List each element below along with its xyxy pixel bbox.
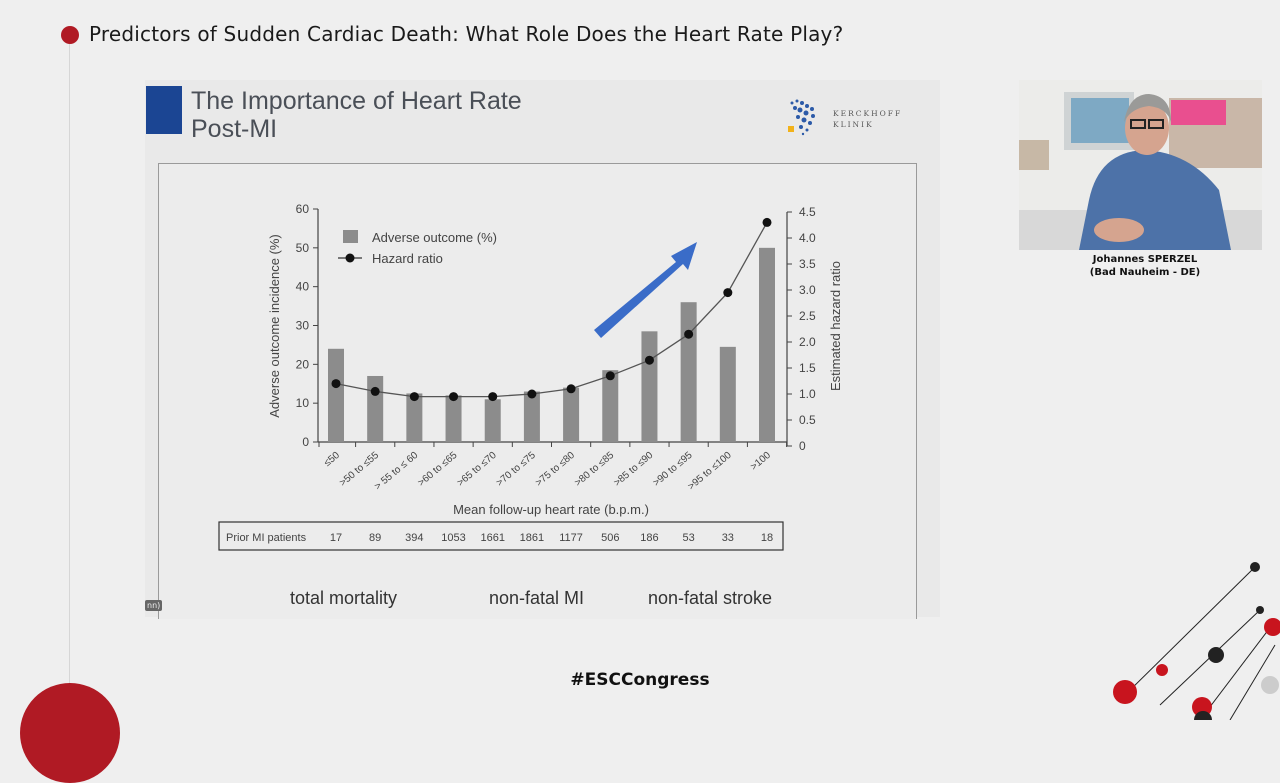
talk-title: Predictors of Sudden Cardiac Death: What… bbox=[89, 22, 844, 46]
decorative-red-circle bbox=[20, 683, 120, 783]
figure-frame bbox=[158, 163, 917, 619]
molecule-decoration-icon bbox=[1113, 562, 1280, 720]
subtitle-nonfatal-stroke: non-fatal stroke bbox=[648, 588, 773, 608]
logo-line2: KLINIK bbox=[833, 120, 874, 129]
slide-title-line2: Post-MI bbox=[191, 115, 278, 143]
slide-title: The Importance of Heart Rate Post-MI bbox=[191, 87, 522, 143]
presenter-video bbox=[1019, 80, 1262, 250]
kerckhoff-logo-icon bbox=[788, 99, 815, 136]
corner-tag: nn) bbox=[145, 600, 163, 611]
timeline-line bbox=[69, 44, 70, 694]
subtitle-total-mortality: total mortality bbox=[290, 588, 398, 608]
presenter-location: (Bad Nauheim - DE) bbox=[1089, 267, 1201, 278]
slide-title-line1: The Importance of Heart Rate bbox=[191, 87, 522, 115]
subtitle-nonfatal-mi: non-fatal MI bbox=[489, 588, 585, 608]
logo-line1: KERCKHOFF bbox=[833, 109, 903, 118]
slide-title-accent bbox=[146, 86, 182, 134]
hashtag: #ESCCongress bbox=[570, 670, 710, 690]
presenter-name: Johannes SPERZEL bbox=[1092, 254, 1198, 265]
logo-text: KERCKHOFF KLINIK bbox=[833, 108, 902, 130]
presenter-image-icon bbox=[1019, 80, 1262, 250]
bullet-dot bbox=[61, 26, 79, 44]
presenter-caption: Johannes SPERZEL (Bad Nauheim - DE) bbox=[1019, 253, 1271, 279]
